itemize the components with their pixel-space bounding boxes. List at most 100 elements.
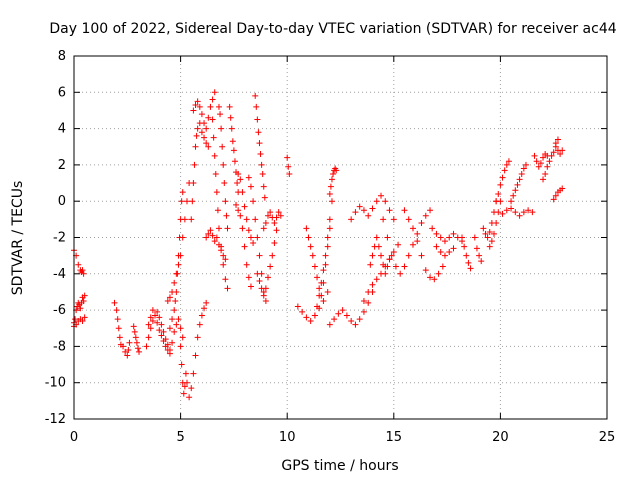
data-point <box>542 170 549 177</box>
series-arc-27 <box>326 165 340 197</box>
data-point <box>192 352 199 359</box>
data-point <box>215 225 222 232</box>
data-point <box>222 276 229 283</box>
data-point <box>145 334 152 341</box>
data-point <box>224 225 231 232</box>
data-point <box>540 176 547 183</box>
data-point <box>182 370 189 377</box>
series-arc-33 <box>401 207 446 283</box>
chart-title: Day 100 of 2022, Sidereal Day-to-day VTE… <box>49 21 616 37</box>
data-point <box>352 209 359 216</box>
series-arc-10 <box>177 299 210 401</box>
data-point <box>537 160 544 167</box>
data-point <box>194 125 201 132</box>
data-point <box>514 181 521 188</box>
data-point <box>261 194 268 201</box>
data-point <box>501 167 508 174</box>
data-point <box>120 343 127 350</box>
series-arc-23 <box>284 154 293 177</box>
data-point <box>194 98 201 105</box>
series-arc-46 <box>552 136 561 147</box>
data-point <box>320 298 327 305</box>
data-point <box>190 370 197 377</box>
data-point <box>422 212 429 219</box>
data-point <box>271 239 278 246</box>
data-point <box>326 190 333 197</box>
data-point <box>241 243 248 250</box>
data-point <box>111 299 118 306</box>
series-arc-45 <box>550 185 566 203</box>
data-point <box>178 361 185 368</box>
data-point <box>254 270 261 277</box>
data-point <box>516 176 523 183</box>
data-point <box>72 316 79 323</box>
data-point <box>258 161 265 168</box>
data-point <box>177 343 184 350</box>
data-point <box>446 234 453 241</box>
data-point <box>433 230 440 237</box>
x-axis-label: GPS time / hours <box>281 458 398 474</box>
series-arc-42 <box>508 161 529 205</box>
data-point <box>79 267 86 274</box>
data-point <box>177 216 184 223</box>
data-point <box>380 261 387 268</box>
data-point <box>162 343 169 350</box>
series-arc-34 <box>429 225 466 245</box>
data-point <box>203 234 210 241</box>
y-tick-label: 8 <box>58 49 66 64</box>
data-point <box>486 243 493 250</box>
data-point <box>367 261 374 268</box>
data-point <box>262 219 269 226</box>
data-point <box>533 158 540 165</box>
data-point <box>160 328 167 335</box>
data-point <box>174 270 181 277</box>
data-point <box>331 316 338 323</box>
data-point <box>245 227 252 234</box>
data-point <box>369 281 376 288</box>
data-point <box>405 252 412 259</box>
data-point <box>339 307 346 314</box>
data-point <box>193 132 200 139</box>
data-point <box>343 312 350 319</box>
series-arc-1 <box>71 247 87 277</box>
data-markers <box>71 89 566 401</box>
data-point <box>173 321 180 328</box>
data-point <box>518 170 525 177</box>
data-point <box>284 154 291 161</box>
data-point <box>522 161 529 168</box>
series-arc-30 <box>360 241 402 305</box>
data-point <box>467 265 474 272</box>
data-point <box>133 339 140 346</box>
data-point <box>218 243 225 250</box>
data-point <box>77 305 84 312</box>
data-point <box>220 161 227 168</box>
data-point <box>493 219 500 226</box>
data-point <box>179 334 186 341</box>
data-point <box>437 249 444 256</box>
data-point <box>373 198 380 205</box>
data-point <box>275 209 282 216</box>
series-arc-44 <box>540 143 566 183</box>
data-point <box>422 267 429 274</box>
series-arc-26 <box>311 198 335 319</box>
data-point <box>210 134 217 141</box>
data-point <box>497 181 504 188</box>
x-tick-label: 15 <box>386 430 403 445</box>
data-point <box>183 198 190 205</box>
data-point <box>256 140 263 147</box>
data-point <box>328 176 335 183</box>
data-point <box>327 183 334 190</box>
data-point <box>194 334 201 341</box>
data-point <box>262 285 269 292</box>
data-point <box>229 138 236 145</box>
data-point <box>179 189 186 196</box>
data-point <box>243 261 250 268</box>
data-point <box>439 263 446 270</box>
data-point <box>201 120 208 127</box>
data-point <box>171 279 178 286</box>
data-point <box>461 243 468 250</box>
data-point <box>180 390 187 397</box>
series-arc-8 <box>164 180 193 305</box>
data-point <box>314 303 321 310</box>
data-point <box>510 192 517 199</box>
